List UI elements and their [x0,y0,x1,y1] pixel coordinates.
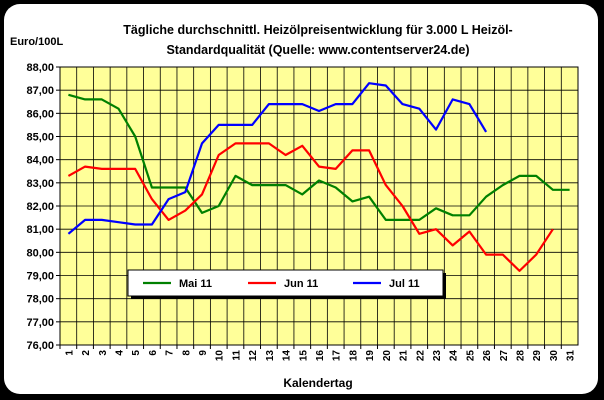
x-tick-label: 31 [566,350,577,362]
series-line-mai-11 [68,93,570,221]
x-axis-label: Kalendertag [283,376,352,390]
series-line-jun-11 [67,142,554,272]
y-tick-label: 77,00 [26,317,54,329]
x-tick-label: 23 [432,350,443,362]
x-tick-label: 10 [215,350,226,362]
series-line-jul-11 [67,82,488,235]
legend-label: Jun 11 [284,278,318,290]
chart-title-line-1: Tägliche durchschnittl. Heizölpreisentwi… [123,23,512,37]
x-tick-label: 6 [148,350,159,356]
x-tick-label: 29 [532,350,543,362]
legend: Mai 11 Jun 11 Jul 11 [127,269,446,299]
x-tick-label: 3 [98,350,109,356]
y-tick-label: 85,00 [26,132,54,144]
x-tick-label: 5 [131,350,142,356]
x-tick-label: 21 [399,350,410,362]
y-tick-label: 82,00 [26,201,54,213]
y-tick-label: 84,00 [26,155,54,167]
x-tick-label: 28 [516,350,527,362]
x-tick-label: 25 [465,350,476,362]
x-tick-label: 1 [64,350,75,356]
x-tick-label: 7 [165,350,176,356]
x-tick-label: 18 [348,350,359,362]
x-tick-label: 11 [231,350,242,361]
y-tick-label: 78,00 [26,294,54,306]
x-tick-label: 13 [265,350,276,362]
y-tick-label: 86,00 [26,108,54,120]
legend-label: Mai 11 [179,278,212,290]
x-tick-label: 24 [449,350,460,362]
y-axis-unit-label: Euro/100L [10,36,63,48]
x-tick-label: 12 [248,350,259,362]
x-tick-label: 17 [332,350,343,362]
x-tick-label: 14 [282,350,293,362]
y-tick-label: 76,00 [26,340,54,352]
x-tick-label: 30 [549,350,560,362]
legend-box [127,269,444,297]
x-tick-label: 22 [415,350,426,362]
x-tick-label: 16 [315,350,326,362]
x-tick-label: 2 [81,350,92,356]
x-tick-label: 19 [365,350,376,362]
x-tick-label: 15 [298,350,309,362]
y-tick-label: 80,00 [26,247,54,259]
x-tick-label: 27 [499,350,510,362]
y-tick-label: 79,00 [26,271,54,283]
x-tick-label: 26 [482,350,493,362]
y-tick-label: 81,00 [26,224,54,236]
legend-label: Jul 11 [389,278,420,290]
x-tick-label: 4 [114,350,125,356]
y-tick-label: 83,00 [26,178,54,190]
x-tick-label: 20 [382,350,393,362]
x-tick-label: 8 [181,350,192,356]
chart-title-line-2: Standardqualität (Quelle: www.contentser… [166,43,469,57]
plot-area: 88,00 87,00 86,00 85,00 84,00 83,00 82,00 81,00… [26,62,579,362]
y-tick-label: 88,00 [26,62,54,74]
x-tick-label: 9 [198,350,209,356]
y-tick-label: 87,00 [26,85,54,97]
